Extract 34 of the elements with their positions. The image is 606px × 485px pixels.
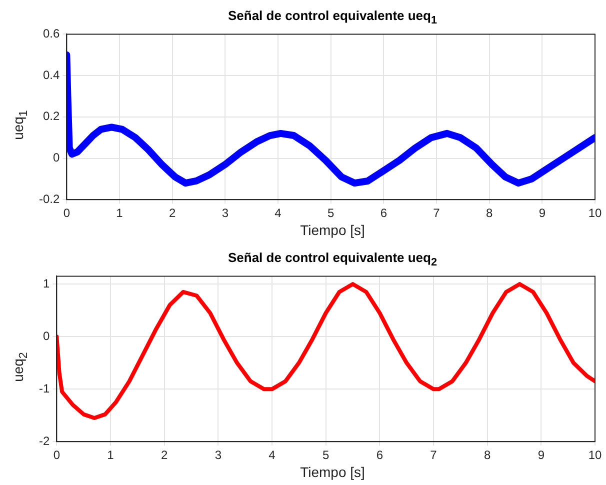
y-tick-label: 0.6 (42, 26, 60, 41)
x-tick-label: 9 (538, 206, 546, 220)
y-tick-label: 0.2 (42, 109, 60, 124)
x-tick-label: 10 (588, 206, 602, 220)
y-tick-label: -1 (39, 381, 50, 396)
x-tick-label: 2 (169, 206, 176, 220)
x-tick-label: 5 (327, 206, 334, 220)
x-tick-label: 1 (116, 206, 124, 220)
x-tick-label: 1 (107, 448, 114, 462)
x-tick-label: 6 (376, 448, 384, 462)
x-tick-label: 3 (222, 206, 229, 220)
x-tick-label: 6 (380, 206, 388, 220)
x-tick-label: 7 (433, 206, 440, 220)
y-tick-label: -2 (39, 434, 50, 448)
y-tick-label: -0.2 (38, 192, 60, 206)
x-tick-label: 8 (484, 448, 491, 462)
x-tick-label: 3 (214, 448, 222, 462)
x-tick-label: 2 (160, 448, 168, 462)
chart-title: Señal de control equivalente ueq$_{1}$ (226, 8, 438, 27)
x-tick-label: 9 (538, 448, 545, 462)
y-tick-label: 1 (42, 276, 50, 290)
x-tick-label: 8 (486, 206, 493, 220)
x-tick-label: 10 (588, 448, 602, 462)
y-tick-label: 0.4 (42, 68, 60, 82)
x-tick-label: 5 (322, 448, 330, 462)
chart-title: Señal de control equivalente ueq$_{2}$ (226, 250, 438, 269)
y-tick-label: 0 (52, 150, 60, 165)
x-tick-label: 4 (268, 448, 276, 462)
x-axis-title: Tiempo [s] (299, 222, 366, 238)
x-tick-label: 4 (274, 206, 282, 220)
x-tick-label: 0 (63, 206, 70, 220)
x-axis-title: Tiempo [s] (299, 464, 366, 480)
x-tick-label: 7 (430, 448, 438, 462)
y-tick-label: 0 (42, 328, 50, 343)
